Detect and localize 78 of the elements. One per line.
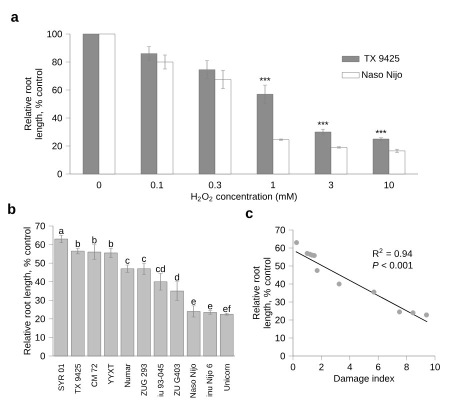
point (424, 312, 429, 318)
x-tick-label: 6 (376, 364, 380, 370)
y-axis-title: Relative root length, % control (252, 258, 272, 328)
bar (203, 312, 217, 356)
legend-label: TX 9425 (364, 54, 400, 62)
x-tick-label: 0 (96, 182, 102, 188)
x-tick-label: 0.1 (150, 182, 164, 188)
y-tick-label: 20 (52, 142, 62, 150)
point (294, 240, 300, 246)
y-tick-label: 50 (35, 260, 46, 266)
y-tick-label: 20 (35, 316, 46, 322)
annotation: ef (223, 305, 231, 312)
x-axis-title: H$_{2}$O$_{2}$ concentration (mM) (191, 192, 297, 202)
point (397, 309, 402, 314)
chart-title: a (11, 14, 19, 22)
y-tick-label: 40 (52, 114, 62, 122)
y-tick-label: 10 (276, 334, 286, 342)
y-axis-title: Relative root length, % control (24, 68, 44, 140)
annotation: b (108, 240, 114, 248)
annotation: b (76, 240, 80, 248)
bar (54, 238, 68, 356)
annotation: *** (376, 130, 386, 134)
y-tick-label: 60 (35, 241, 46, 248)
x-tick-label: 0 (290, 364, 296, 370)
annotation: R$^{2}$ = 0.94 (373, 248, 412, 257)
annotation: P < 0.001 (372, 262, 413, 269)
y-tick-label: 80 (52, 58, 62, 66)
y-tick-label: 40 (35, 278, 46, 286)
x-tick-label: 2 (319, 364, 324, 370)
y-tick-label: 100 (47, 30, 62, 38)
annotation: e (208, 304, 212, 310)
bar (71, 250, 85, 356)
point (371, 290, 376, 295)
annotation: c (142, 256, 146, 262)
annotation: d (174, 274, 180, 281)
chart-title: b (8, 204, 16, 214)
annotation: b (92, 236, 97, 244)
bar (220, 314, 234, 356)
annotation: *** (260, 77, 270, 81)
y-tick-label: 10 (36, 334, 46, 341)
y-tick-label: 50 (275, 262, 286, 270)
point (336, 282, 342, 286)
x-tick-label: 1 (271, 182, 276, 188)
annotation: e (191, 299, 196, 305)
bar (120, 268, 134, 356)
chart-title: c (246, 210, 253, 218)
annotation: c (125, 258, 130, 264)
x-tick-label: 10 (430, 364, 440, 370)
bar (88, 252, 102, 356)
x-tick-label: 0.3 (208, 182, 222, 188)
y-tick-label: 30 (275, 298, 286, 306)
y-tick-label: 0 (58, 170, 62, 178)
y-tick-label: 40 (275, 280, 286, 288)
y-tick-label: 70 (35, 222, 46, 230)
bar (137, 268, 151, 356)
annotation: cd (156, 265, 165, 272)
y-tick-label: 0 (280, 352, 286, 360)
annotation: *** (318, 121, 328, 125)
y-axis-title: Relative root length, % control (24, 227, 32, 354)
y-tick-label: 30 (35, 296, 46, 304)
x-axis-title: Damage index (334, 374, 394, 384)
y-tick-label: 60 (52, 86, 62, 94)
y-tick-label: 60 (275, 244, 286, 252)
x-tick-label: 10 (384, 182, 394, 188)
annotation: a (59, 228, 64, 234)
x-tick-label: 4 (347, 364, 352, 370)
y-tick-label: 0 (40, 352, 46, 360)
y-tick-label: 20 (275, 316, 286, 324)
x-tick-label: 3 (328, 182, 334, 188)
bar (170, 290, 184, 356)
bar (104, 252, 118, 356)
y-tick-label: 70 (275, 226, 286, 234)
x-tick-label: 8 (404, 364, 409, 370)
bar (154, 282, 168, 356)
point (314, 268, 320, 273)
legend-label: Naso Nijo (362, 70, 402, 80)
bar (186, 311, 200, 356)
point (410, 310, 416, 316)
